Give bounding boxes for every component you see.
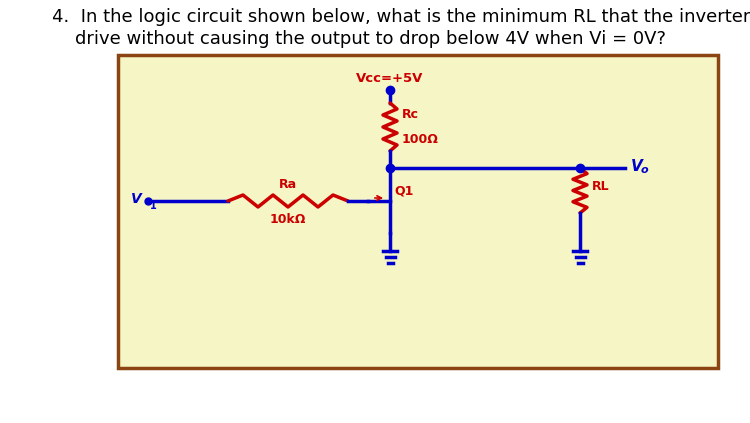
Text: Rc: Rc	[402, 108, 419, 121]
Text: drive without causing the output to drop below 4V when Vi = 0V?: drive without causing the output to drop…	[52, 30, 666, 48]
Text: 1: 1	[150, 201, 157, 211]
Text: V: V	[131, 192, 142, 206]
Text: Ra: Ra	[279, 178, 297, 191]
Text: 100Ω: 100Ω	[402, 133, 439, 146]
Text: 4.  In the logic circuit shown below, what is the minimum RL that the inverter c: 4. In the logic circuit shown below, wha…	[52, 8, 750, 26]
Text: Q1: Q1	[394, 184, 413, 198]
Text: Vcc=+5V: Vcc=+5V	[356, 72, 424, 85]
Text: 10kΩ: 10kΩ	[270, 213, 306, 226]
Text: RL: RL	[592, 180, 610, 193]
Text: o: o	[641, 165, 649, 175]
Bar	[118, 55, 718, 368]
Text: V: V	[631, 159, 643, 173]
